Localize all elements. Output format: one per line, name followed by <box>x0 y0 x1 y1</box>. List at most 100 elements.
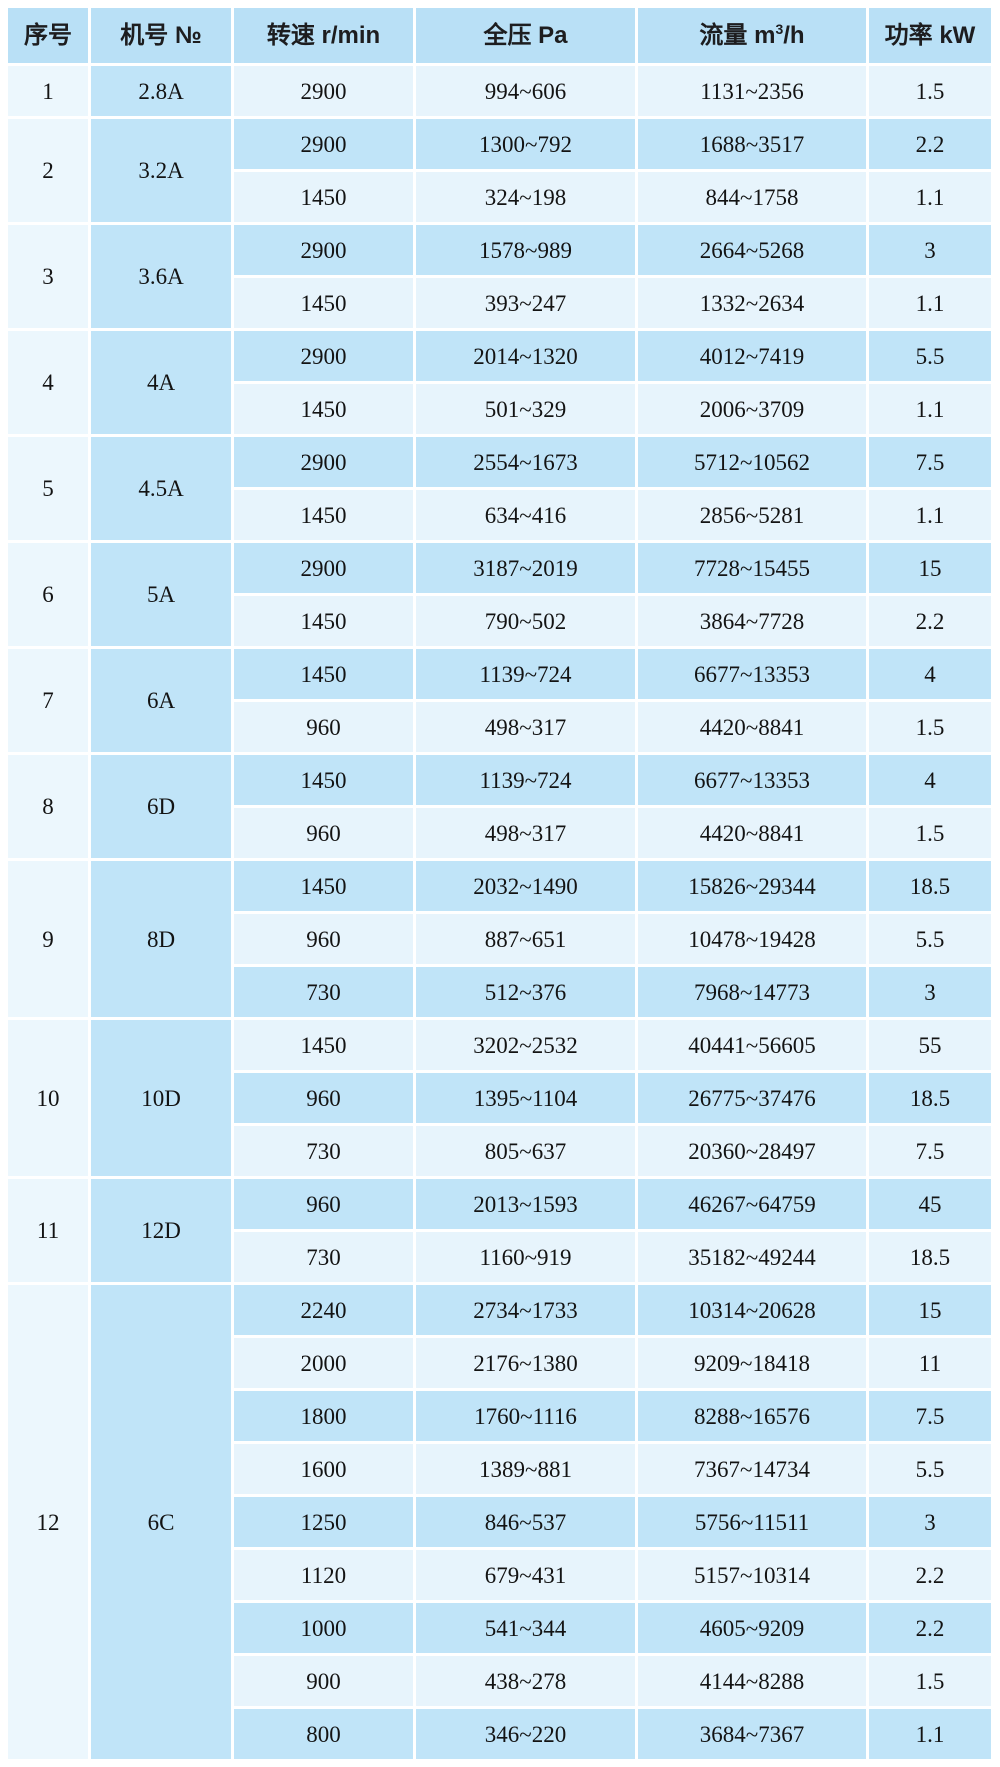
pressure-cell: 790~502 <box>416 596 635 646</box>
flow-cell: 5712~10562 <box>638 437 866 487</box>
model-cell: 4.5A <box>91 437 231 540</box>
speed-cell: 1450 <box>234 596 413 646</box>
speed-cell: 900 <box>234 1656 413 1706</box>
seq-cell: 8 <box>8 755 88 858</box>
pressure-cell: 2734~1733 <box>416 1285 635 1335</box>
flow-cell: 4012~7419 <box>638 331 866 381</box>
model-cell: 5A <box>91 543 231 646</box>
seq-cell: 12 <box>8 1285 88 1759</box>
pressure-cell: 1139~724 <box>416 649 635 699</box>
model-cell: 4A <box>91 331 231 434</box>
pressure-cell: 1578~989 <box>416 225 635 275</box>
power-cell: 5.5 <box>869 1444 991 1494</box>
speed-cell: 1450 <box>234 861 413 911</box>
power-cell: 18.5 <box>869 1232 991 1282</box>
speed-cell: 2900 <box>234 119 413 169</box>
model-cell: 2.8A <box>91 66 231 116</box>
flow-cell: 5756~11511 <box>638 1497 866 1547</box>
speed-cell: 1450 <box>234 755 413 805</box>
pressure-cell: 1160~919 <box>416 1232 635 1282</box>
power-cell: 1.5 <box>869 808 991 858</box>
pressure-cell: 324~198 <box>416 172 635 222</box>
model-cell: 3.2A <box>91 119 231 222</box>
speed-cell: 1450 <box>234 278 413 328</box>
speed-cell: 2900 <box>234 543 413 593</box>
pressure-cell: 887~651 <box>416 914 635 964</box>
power-cell: 7.5 <box>869 1126 991 1176</box>
power-cell: 2.2 <box>869 1550 991 1600</box>
power-cell: 18.5 <box>869 861 991 911</box>
power-cell: 45 <box>869 1179 991 1229</box>
speed-cell: 2240 <box>234 1285 413 1335</box>
pressure-cell: 512~376 <box>416 967 635 1017</box>
flow-header-text: 流量 m <box>699 21 776 49</box>
speed-cell: 1450 <box>234 490 413 540</box>
seq-cell: 1 <box>8 66 88 116</box>
speed-cell: 1000 <box>234 1603 413 1653</box>
speed-cell: 2900 <box>234 437 413 487</box>
fan-spec-table: 序号 机号 № 转速 r/min 全压 Pa 流量 m 3/h 功率 kW 1 2.… <box>8 8 991 1759</box>
power-cell: 1.1 <box>869 172 991 222</box>
flow-cell: 3864~7728 <box>638 596 866 646</box>
power-cell: 2.2 <box>869 596 991 646</box>
flow-cell: 46267~64759 <box>638 1179 866 1229</box>
pressure-cell: 498~317 <box>416 702 635 752</box>
power-cell: 15 <box>869 1285 991 1335</box>
power-cell: 3 <box>869 1497 991 1547</box>
seq-cell: 3 <box>8 225 88 328</box>
speed-cell: 1450 <box>234 384 413 434</box>
seq-cell: 10 <box>8 1020 88 1176</box>
power-cell: 15 <box>869 543 991 593</box>
pressure-cell: 498~317 <box>416 808 635 858</box>
power-cell: 1.1 <box>869 1709 991 1759</box>
power-cell: 7.5 <box>869 437 991 487</box>
power-cell: 55 <box>869 1020 991 1070</box>
pressure-cell: 393~247 <box>416 278 635 328</box>
power-cell: 1.1 <box>869 490 991 540</box>
pressure-cell: 994~606 <box>416 66 635 116</box>
speed-cell: 800 <box>234 1709 413 1759</box>
pressure-cell: 2032~1490 <box>416 861 635 911</box>
speed-cell: 1450 <box>234 649 413 699</box>
speed-cell: 1250 <box>234 1497 413 1547</box>
flow-cell: 7367~14734 <box>638 1444 866 1494</box>
pressure-cell: 679~431 <box>416 1550 635 1600</box>
power-cell: 11 <box>869 1338 991 1388</box>
model-cell: 6A <box>91 649 231 752</box>
power-cell: 1.1 <box>869 384 991 434</box>
power-cell: 2.2 <box>869 1603 991 1653</box>
power-cell: 1.5 <box>869 66 991 116</box>
speed-cell: 960 <box>234 808 413 858</box>
pressure-cell: 1139~724 <box>416 755 635 805</box>
flow-cell: 1332~2634 <box>638 278 866 328</box>
pressure-cell: 634~416 <box>416 490 635 540</box>
flow-cell: 4420~8841 <box>638 808 866 858</box>
flow-cell: 1131~2356 <box>638 66 866 116</box>
model-cell: 3.6A <box>91 225 231 328</box>
seq-cell: 11 <box>8 1179 88 1282</box>
model-cell: 12D <box>91 1179 231 1282</box>
power-cell: 1.5 <box>869 702 991 752</box>
model-cell: 8D <box>91 861 231 1017</box>
flow-cell: 7968~14773 <box>638 967 866 1017</box>
flow-cell: 2856~5281 <box>638 490 866 540</box>
pressure-cell: 501~329 <box>416 384 635 434</box>
flow-cell: 2664~5268 <box>638 225 866 275</box>
flow-cell: 4144~8288 <box>638 1656 866 1706</box>
col-header-flow: 流量 m 3/h <box>638 8 866 63</box>
power-cell: 7.5 <box>869 1391 991 1441</box>
speed-cell: 2900 <box>234 225 413 275</box>
power-cell: 18.5 <box>869 1073 991 1123</box>
pressure-cell: 2014~1320 <box>416 331 635 381</box>
pressure-cell: 2554~1673 <box>416 437 635 487</box>
flow-cell: 26775~37476 <box>638 1073 866 1123</box>
speed-cell: 1800 <box>234 1391 413 1441</box>
flow-cell: 40441~56605 <box>638 1020 866 1070</box>
seq-cell: 9 <box>8 861 88 1017</box>
speed-cell: 2900 <box>234 66 413 116</box>
flow-cell: 6677~13353 <box>638 755 866 805</box>
flow-cell: 4420~8841 <box>638 702 866 752</box>
speed-cell: 960 <box>234 1073 413 1123</box>
flow-cell: 844~1758 <box>638 172 866 222</box>
seq-cell: 2 <box>8 119 88 222</box>
